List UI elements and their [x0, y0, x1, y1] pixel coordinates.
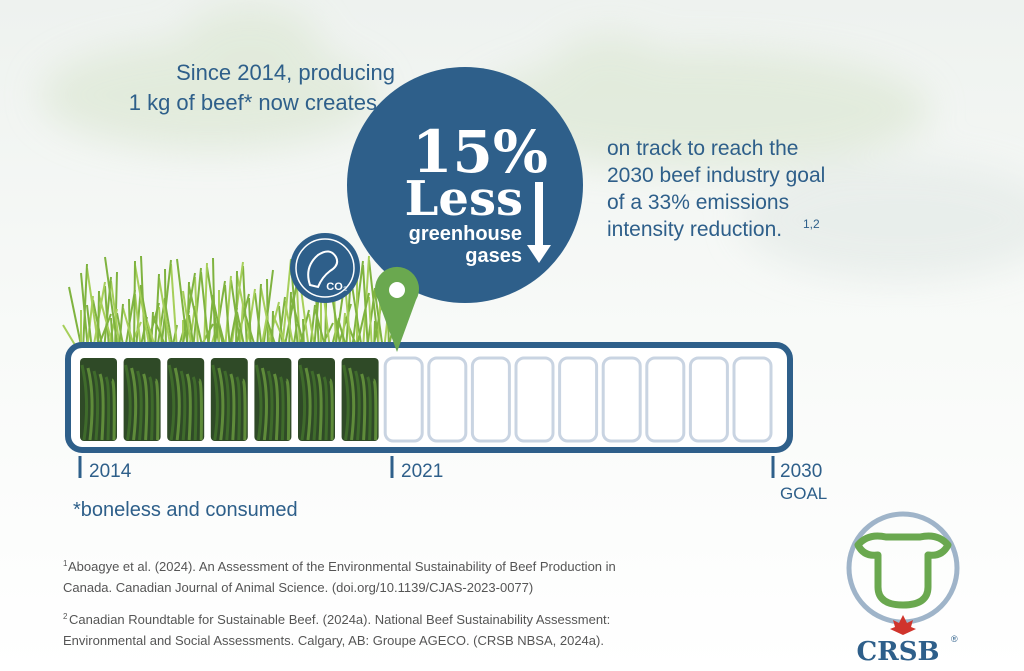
timeline-ticks	[78, 456, 775, 478]
goal-line: on track to reach the	[607, 137, 798, 160]
leaf	[372, 378, 378, 441]
empty-cell	[688, 356, 729, 443]
empty-cell	[470, 356, 511, 443]
leaf	[223, 370, 230, 441]
leaf	[191, 376, 198, 441]
empty-cell	[645, 356, 686, 443]
reference-line: Canada. Canadian Journal of Animal Scien…	[63, 580, 533, 595]
empty-cell	[383, 356, 424, 443]
goal-note: 1,2	[803, 217, 820, 231]
timeline-label: GOAL	[780, 484, 827, 503]
reference-mark: 1	[63, 559, 68, 568]
leaf	[229, 373, 236, 441]
headline-circle	[347, 67, 583, 303]
empty-cell	[427, 356, 468, 443]
headline-line: gases	[465, 245, 522, 267]
leaf	[179, 370, 187, 441]
leaf	[328, 378, 334, 441]
logo-mark: ®	[951, 634, 958, 644]
goal-text: on track to reach the 2030 beef industry…	[607, 137, 825, 241]
grass-blade	[133, 260, 136, 351]
leaf	[316, 373, 323, 441]
empty-cell	[601, 356, 642, 443]
logo-name: CRSB	[856, 637, 939, 667]
intro-line: 1 kg of beef* now creates	[129, 90, 377, 115]
timeline-label: 2021	[401, 461, 443, 482]
icon-label: CO₂	[326, 281, 348, 293]
leaf	[310, 370, 318, 441]
goal-line: of a 33% emissions	[607, 191, 789, 214]
leaf	[167, 364, 176, 441]
logo: CRSB ®	[846, 511, 960, 667]
leaf	[266, 370, 274, 441]
headline-percent: 15%	[412, 118, 548, 186]
leaf	[360, 373, 367, 441]
leaf	[260, 367, 268, 441]
location-pin	[375, 266, 420, 352]
grass-blade	[266, 278, 269, 351]
grass-blade	[104, 256, 119, 351]
grass-blade	[140, 255, 146, 351]
goal-line: 2030 beef industry goal	[607, 164, 825, 187]
leaf	[298, 364, 307, 441]
leaf	[217, 367, 225, 441]
intro-line: Since 2014, producing	[176, 60, 395, 85]
leaf	[272, 373, 280, 441]
down-arrow	[527, 182, 551, 263]
empty-cell	[732, 356, 773, 443]
timeline-label: 2014	[89, 461, 132, 482]
leaf	[278, 376, 285, 441]
leaf	[185, 373, 192, 441]
leaf	[104, 376, 111, 441]
leaf	[92, 370, 100, 441]
leaf	[86, 367, 94, 441]
leaf	[130, 367, 138, 441]
leaf	[154, 378, 160, 441]
grass-blade	[97, 290, 100, 351]
empty-cell	[558, 356, 599, 443]
footnote: *boneless and consumed	[73, 499, 298, 521]
grass-blade	[164, 268, 167, 351]
leaf	[124, 364, 132, 441]
leaf	[98, 373, 105, 441]
timeline-label: 2030	[780, 461, 822, 482]
progress-cells	[80, 356, 773, 443]
leaf	[366, 376, 372, 441]
empty-cell	[514, 356, 555, 443]
grass-blade	[170, 263, 178, 351]
leaf	[197, 378, 203, 441]
leaf	[304, 367, 312, 441]
leaf	[173, 367, 181, 441]
grass-blade	[134, 264, 151, 351]
leaf	[110, 378, 116, 441]
reference-mark: 2	[63, 612, 68, 621]
headline-line: greenhouse	[409, 223, 522, 245]
reference-line: Canadian Roundtable for Sustainable Beef…	[69, 612, 610, 627]
leaf	[142, 373, 149, 441]
leaf	[136, 370, 143, 441]
leaf	[254, 364, 263, 441]
headline-word: Less	[405, 171, 523, 227]
reference-line: Environmental and Social Assessments. Ca…	[63, 633, 604, 648]
leaf	[322, 376, 329, 441]
leaf	[284, 378, 291, 441]
leaf	[148, 376, 154, 441]
leaf	[235, 376, 241, 441]
leaf	[241, 378, 247, 441]
leaf	[342, 364, 350, 441]
leaf	[211, 364, 219, 441]
leaf	[348, 367, 356, 441]
co2-icon: CO₂	[290, 233, 360, 303]
reference-line: Aboagye et al. (2024). An Assessment of …	[68, 559, 616, 574]
leaf	[80, 364, 89, 441]
goal-line: intensity reduction.	[607, 218, 782, 241]
leaf	[354, 370, 361, 441]
clouds	[40, 5, 1024, 280]
